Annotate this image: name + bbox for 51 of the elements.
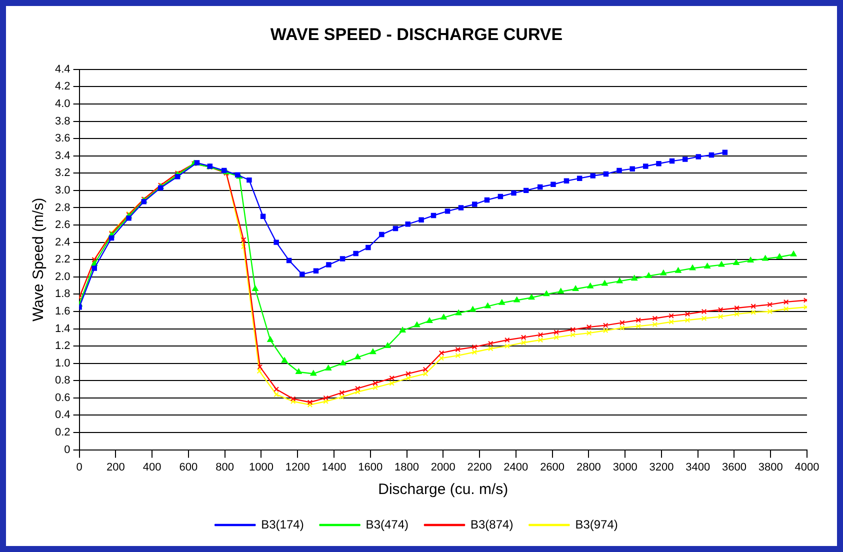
x-tick-label: 3000 [612, 461, 638, 474]
y-tick-label: 0 [64, 444, 70, 456]
x-tick-label: 1800 [394, 461, 420, 474]
x-tick-label: 1000 [248, 461, 274, 474]
y-tick-label: 2.6 [54, 219, 70, 232]
y-tick-label: 3.4 [54, 150, 70, 162]
y-tick-label: 3.0 [54, 184, 70, 196]
y-tick-label: 1.6 [54, 306, 70, 318]
x-tick-label: 600 [179, 461, 198, 474]
x-tick-label: 2200 [467, 461, 492, 474]
x-tick-label: 2400 [504, 461, 528, 474]
x-tick-label: 3600 [722, 461, 746, 474]
y-tick-label: 3.6 [54, 132, 70, 145]
legend-label: B3(174) [261, 517, 304, 532]
y-tick-label: 4.0 [54, 98, 70, 110]
y-tick-label: 4.4 [54, 63, 70, 76]
x-tick-label: 2800 [576, 461, 601, 474]
x-tick-label: 4000 [794, 461, 820, 474]
x-tick-label: 1600 [358, 461, 383, 474]
x-tick-label: 3800 [758, 461, 783, 474]
y-tick-label: 1.4 [54, 322, 70, 335]
x-tick-label: 1200 [285, 461, 310, 474]
x-tick-label: 2600 [540, 461, 565, 474]
x-axis-title: Discharge (cu. m/s) [378, 481, 508, 498]
y-tick-label: 1.0 [54, 357, 70, 370]
y-tick-label: 0.8 [54, 374, 70, 387]
x-tick-label: 400 [142, 461, 162, 474]
x-tick-label: 200 [106, 461, 125, 474]
y-tick-label: 2.4 [54, 236, 70, 248]
chart-title: WAVE SPEED - DISCHARGE CURVE [270, 24, 563, 44]
y-tick-label: 2.8 [54, 202, 70, 214]
y-tick-label: 2.2 [54, 254, 70, 266]
y-tick-label: 4.2 [54, 80, 70, 93]
x-tick-label: 2000 [430, 461, 456, 474]
x-tick-label: 3400 [686, 461, 710, 474]
legend-label: B3(874) [470, 517, 514, 532]
legend-label: B3(974) [575, 517, 618, 532]
x-tick-label: 3200 [649, 461, 674, 474]
y-tick-label: 0.4 [54, 409, 70, 422]
y-tick-label: 1.2 [54, 340, 70, 352]
x-tick-label: 1400 [322, 461, 346, 474]
legend-label: B3(474) [366, 517, 409, 532]
x-tick-label: 800 [216, 461, 234, 474]
y-tick-label: 3.8 [54, 115, 70, 128]
y-tick-label: 2.0 [54, 270, 70, 283]
y-tick-label: 0.2 [54, 426, 70, 439]
y-tick-label: 0.6 [54, 392, 70, 404]
y-tick-label: 1.8 [54, 288, 70, 300]
y-tick-label: 3.2 [54, 167, 70, 180]
x-tick-label: 0 [76, 461, 82, 474]
y-axis-title: Wave Speed (m/s) [30, 198, 48, 322]
